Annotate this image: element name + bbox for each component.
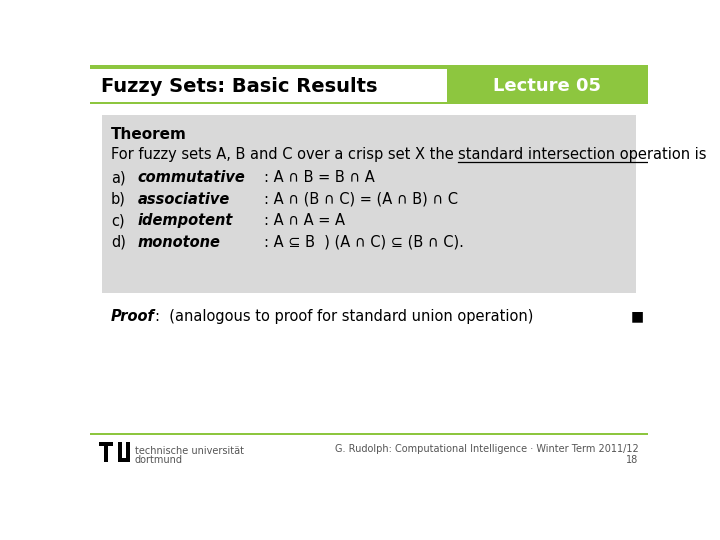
Text: idempotent: idempotent	[138, 213, 233, 228]
Text: Lecture 05: Lecture 05	[493, 77, 601, 96]
Text: : A ∩ B = B ∩ A: : A ∩ B = B ∩ A	[264, 170, 375, 185]
Text: :  (analogous to proof for standard union operation): : (analogous to proof for standard union…	[155, 309, 534, 324]
Text: For fuzzy sets A, B and C over a crisp set X the: For fuzzy sets A, B and C over a crisp s…	[111, 147, 459, 162]
Text: b): b)	[111, 192, 126, 207]
Text: c): c)	[111, 213, 125, 228]
Text: commutative: commutative	[138, 170, 245, 185]
Text: is: is	[690, 147, 707, 162]
Bar	[446, 70, 648, 102]
Bar	[104, 442, 108, 462]
Text: : A ∩ (B ∩ C) = (A ∩ B) ∩ C: : A ∩ (B ∩ C) = (A ∩ B) ∩ C	[264, 192, 459, 207]
Text: : A ⊆ B  ) (A ∩ C) ⊆ (B ∩ C).: : A ⊆ B ) (A ∩ C) ⊆ (B ∩ C).	[264, 235, 464, 250]
Bar	[90, 70, 648, 102]
Bar	[118, 442, 122, 462]
Bar	[127, 442, 130, 462]
Text: technische universität: technische universität	[135, 446, 244, 456]
Text: Proof: Proof	[0, 539, 1, 540]
Text: : A ∩ A = A: : A ∩ A = A	[264, 213, 346, 228]
Bar	[90, 433, 648, 435]
Text: Theorem: Theorem	[111, 127, 186, 142]
Text: 18: 18	[626, 455, 639, 465]
Text: standard intersection operation: standard intersection operation	[459, 147, 690, 162]
Text: G. Rudolph: Computational Intelligence · Winter Term 2011/12: G. Rudolph: Computational Intelligence ·…	[335, 444, 639, 455]
Text: associative: associative	[138, 192, 230, 207]
Text: Fuzzy Sets: Basic Results: Fuzzy Sets: Basic Results	[101, 77, 377, 96]
Text: ■: ■	[631, 309, 644, 323]
Bar	[99, 442, 113, 446]
Bar	[90, 65, 648, 70]
Bar	[90, 102, 648, 104]
Text: Proof: Proof	[111, 309, 155, 324]
Text: d): d)	[111, 235, 126, 250]
Bar	[102, 115, 636, 294]
Bar	[118, 458, 130, 462]
Text: a): a)	[111, 170, 125, 185]
Text: dortmund: dortmund	[135, 455, 183, 465]
Text: monotone: monotone	[138, 235, 220, 250]
